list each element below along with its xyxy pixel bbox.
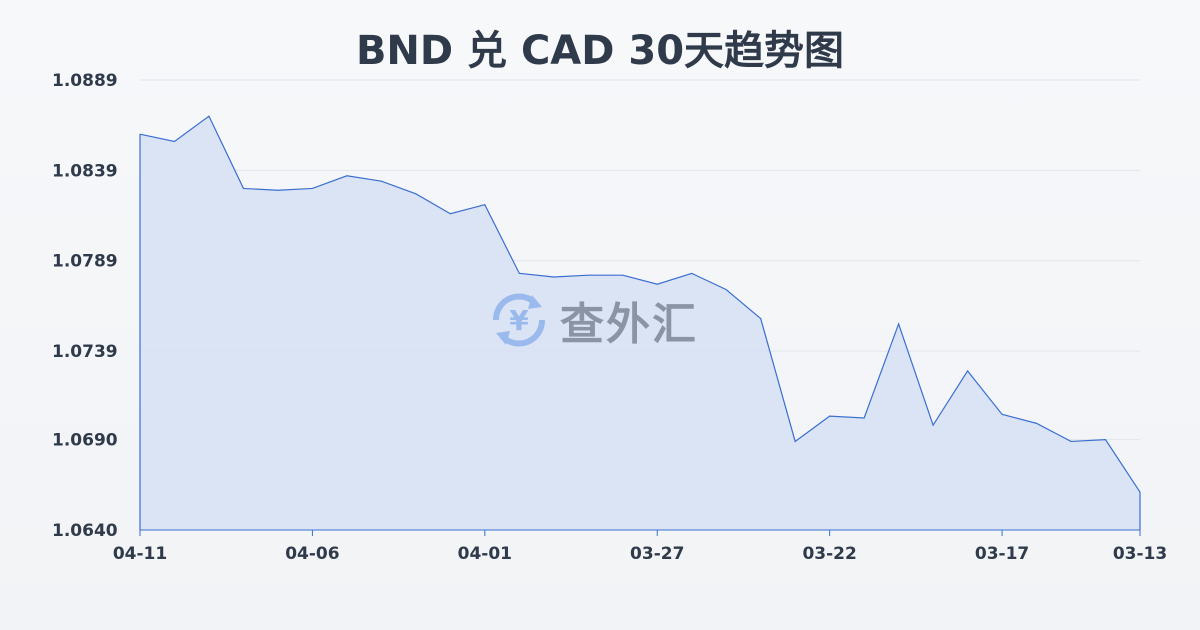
x-tick-label: 03-27 [630,544,684,564]
y-tick-label: 1.0640 [52,521,118,541]
data-point [932,424,934,426]
x-tick-label: 04-11 [113,544,167,564]
watermark: ¥ 查外汇 [488,288,698,352]
yuen-exchange-icon: ¥ [492,293,546,347]
data-point [1139,491,1141,493]
x-tick-label: 04-06 [285,544,339,564]
data-point [208,115,210,117]
data-point [691,272,693,274]
data-point [346,175,348,177]
y-tick-label: 1.0690 [52,431,118,451]
data-point [415,193,417,195]
data-point [1036,422,1038,424]
data-point [1001,413,1003,415]
data-point [173,140,175,142]
x-tick-label: 03-22 [802,544,856,564]
data-point [760,318,762,320]
data-point [622,274,624,276]
data-point [829,415,831,417]
y-tick-label: 1.0739 [52,342,118,362]
series-line [139,115,1141,493]
data-point [794,440,796,442]
watermark-text: 查外汇 [560,299,698,350]
data-point [242,187,244,189]
svg-text:¥: ¥ [509,304,529,337]
y-tick-label: 1.0889 [52,71,118,91]
data-point [449,213,451,215]
data-point [380,180,382,182]
data-point [311,187,313,189]
data-point [1070,440,1072,442]
data-point [656,283,658,285]
y-tick-label: 1.0839 [52,161,118,181]
data-point [967,370,969,372]
data-point [277,189,279,191]
y-tick-label: 1.0789 [52,252,118,272]
data-point [725,289,727,291]
data-point [553,276,555,278]
data-point [898,323,900,325]
area-fill [140,116,1140,530]
data-point [587,274,589,276]
data-point [1105,439,1107,441]
data-point [863,417,865,419]
data-point [484,204,486,206]
data-point [139,133,141,135]
x-tick-label: 03-13 [1113,544,1167,564]
x-tick-label: 03-17 [975,544,1029,564]
x-tick-label: 04-01 [458,544,512,564]
data-point [518,272,520,274]
chart-title: BND 兑 CAD 30天趋势图 [355,28,845,74]
